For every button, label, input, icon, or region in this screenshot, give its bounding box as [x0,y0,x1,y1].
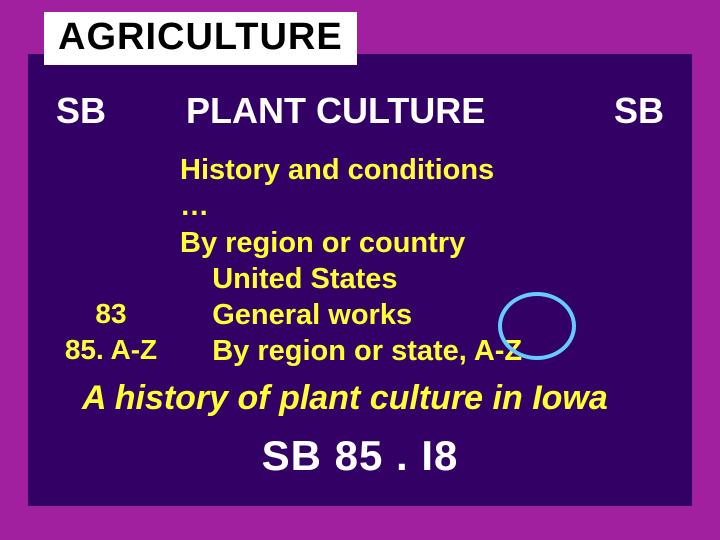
num-85az: 85. A-Z [56,332,166,368]
line-history: History and conditions [180,154,494,186]
line-ellipsis: … [180,190,209,222]
num-83: 83 [56,296,166,332]
class-code-left: SB [56,90,106,132]
class-numbers: 83 85. A-Z [56,296,166,368]
page-title: AGRICULTURE [44,12,357,65]
line-region: By region or country [180,227,465,259]
call-number: SB 85 . I8 [0,432,720,480]
example-title: A history of plant culture in Iowa [82,379,608,418]
line-us: United States [180,263,398,295]
schedule-lines: History and conditions … By region or co… [180,152,522,370]
section-heading: PLANT CULTURE [186,90,485,132]
line-byregion: By region or state, A-Z [180,335,522,367]
highlight-circle-icon [498,292,576,360]
class-code-right: SB [614,90,664,132]
line-general: General works [180,299,412,331]
